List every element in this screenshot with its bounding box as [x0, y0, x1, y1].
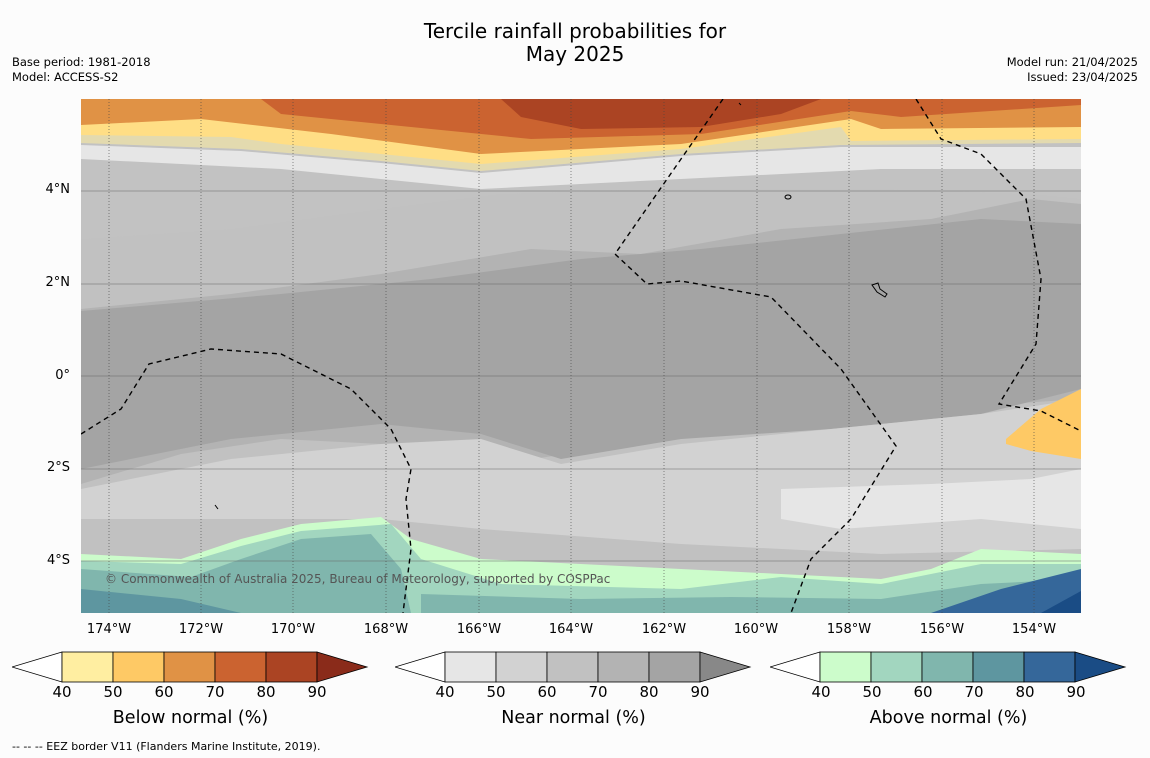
tick: 80: [1015, 683, 1035, 701]
colorbar-segment: [870, 651, 923, 683]
colorbar-under-arrow: [10, 651, 63, 683]
meta-right: Model run: 21/04/2025 Issued: 23/04/2025: [1007, 55, 1138, 85]
colorbar-segment: [214, 651, 267, 683]
lon-label-172w: 172°W: [178, 622, 224, 637]
legend-ticks-near: 40 50 60 70 80 90: [395, 683, 752, 703]
colorbar-segment: [648, 651, 701, 683]
tick: 50: [862, 683, 882, 701]
colorbar-segment: [495, 651, 548, 683]
model-run: Model run: 21/04/2025: [1006, 55, 1138, 69]
above-band-80: [931, 569, 1081, 613]
lon-label-164w: 164°W: [548, 622, 594, 637]
colorbar-segment: [444, 651, 497, 683]
lon-label-154w: 154°W: [1011, 622, 1057, 637]
colorbar-segment: [61, 651, 114, 683]
colorbar-segment: [112, 651, 165, 683]
map-title: Tercile rainfall probabilities for May 2…: [0, 20, 1150, 66]
lon-label-174w: 174°W: [86, 622, 132, 637]
tick: 90: [307, 683, 327, 701]
colorbar-over-arrow: [699, 651, 752, 683]
lon-label-168w: 168°W: [363, 622, 409, 637]
lon-label-158w: 158°W: [826, 622, 872, 637]
colorbar-above-normal: [768, 651, 1127, 683]
tick: 60: [154, 683, 174, 701]
lon-label-166w: 166°W: [456, 622, 502, 637]
eez-borders: [81, 99, 1081, 613]
lat-label-0: 0°: [55, 368, 70, 383]
base-period: Base period: 1981-2018: [12, 55, 151, 69]
colorbar-segment: [163, 651, 216, 683]
colorbar-segment: [819, 651, 872, 683]
tick: 80: [639, 683, 659, 701]
tick: 70: [964, 683, 984, 701]
lat-label-2n: 2°N: [45, 275, 71, 290]
colorbar-segment: [597, 651, 650, 683]
near-band-40-bottom: [781, 469, 1081, 529]
tick: 60: [913, 683, 933, 701]
lon-label-156w: 156°W: [919, 622, 965, 637]
legend-title-above: Above normal (%): [869, 708, 1028, 728]
colorbar-segment: [921, 651, 974, 683]
near-band-80: [81, 219, 1081, 469]
issued-date: Issued: 23/04/2025: [1027, 70, 1138, 84]
tick: 60: [537, 683, 557, 701]
colorbar-over-arrow: [1074, 651, 1127, 683]
legend-above-normal: 40 50 60 70 80 90 Above normal (%): [768, 650, 1127, 740]
near-band-40-top: [81, 145, 1081, 189]
lat-label-4s: 4°S: [46, 553, 70, 568]
tick: 70: [205, 683, 225, 701]
title-line-2: May 2025: [525, 42, 625, 66]
above-band-90: [1041, 591, 1081, 613]
colorbar-near-normal: [393, 651, 752, 683]
below-patch-right: [1006, 389, 1081, 459]
colorbar-below-normal: [10, 651, 369, 683]
lon-label-160w: 160°W: [733, 622, 779, 637]
islands: [214, 102, 888, 510]
tick: 80: [256, 683, 276, 701]
colorbar-segment: [546, 651, 599, 683]
colorbar-segment: [265, 651, 318, 683]
meta-left: Base period: 1981-2018 Model: ACCESS-S2: [12, 55, 151, 85]
colorbar-over-arrow: [316, 651, 369, 683]
tick: 50: [103, 683, 123, 701]
model-name: Model: ACCESS-S2: [12, 70, 119, 84]
graticule: [81, 190, 1081, 562]
tick: 70: [588, 683, 608, 701]
lon-label-162w: 162°W: [641, 622, 687, 637]
above-band-60-right: [421, 579, 1081, 613]
colorbar-under-arrow: [768, 651, 821, 683]
legend-ticks-below: 40 50 60 70 80 90: [12, 683, 369, 703]
legend-near-normal: 40 50 60 70 80 90 Near normal (%): [393, 650, 752, 740]
tick: 40: [435, 683, 455, 701]
below-band-80: [501, 99, 821, 129]
legend-title-near: Near normal (%): [501, 708, 646, 728]
lat-label-4n: 4°N: [45, 182, 71, 197]
probability-map: [81, 99, 1081, 613]
colorbar-segment: [972, 651, 1025, 683]
copyright-note: © Commonwealth of Australia 2025, Bureau…: [105, 572, 611, 586]
lat-label-2s: 2°S: [46, 460, 70, 475]
tick: 90: [690, 683, 710, 701]
tick: 40: [811, 683, 831, 701]
title-line-1: Tercile rainfall probabilities for: [423, 19, 727, 43]
tick: 50: [486, 683, 506, 701]
tick: 40: [52, 683, 72, 701]
eez-footnote: -- -- -- EEZ border V11 (Flanders Marine…: [12, 740, 321, 753]
lon-label-170w: 170°W: [270, 622, 316, 637]
tick: 90: [1066, 683, 1086, 701]
legend-title-below: Below normal (%): [112, 708, 269, 728]
above-band-60: [81, 534, 411, 613]
colorbar-under-arrow: [393, 651, 446, 683]
colorbar-segment: [1023, 651, 1076, 683]
legend-ticks-above: 40 50 60 70 80 90: [770, 683, 1127, 703]
legend-below-normal: 40 50 60 70 80 90 Below normal (%): [10, 650, 369, 740]
